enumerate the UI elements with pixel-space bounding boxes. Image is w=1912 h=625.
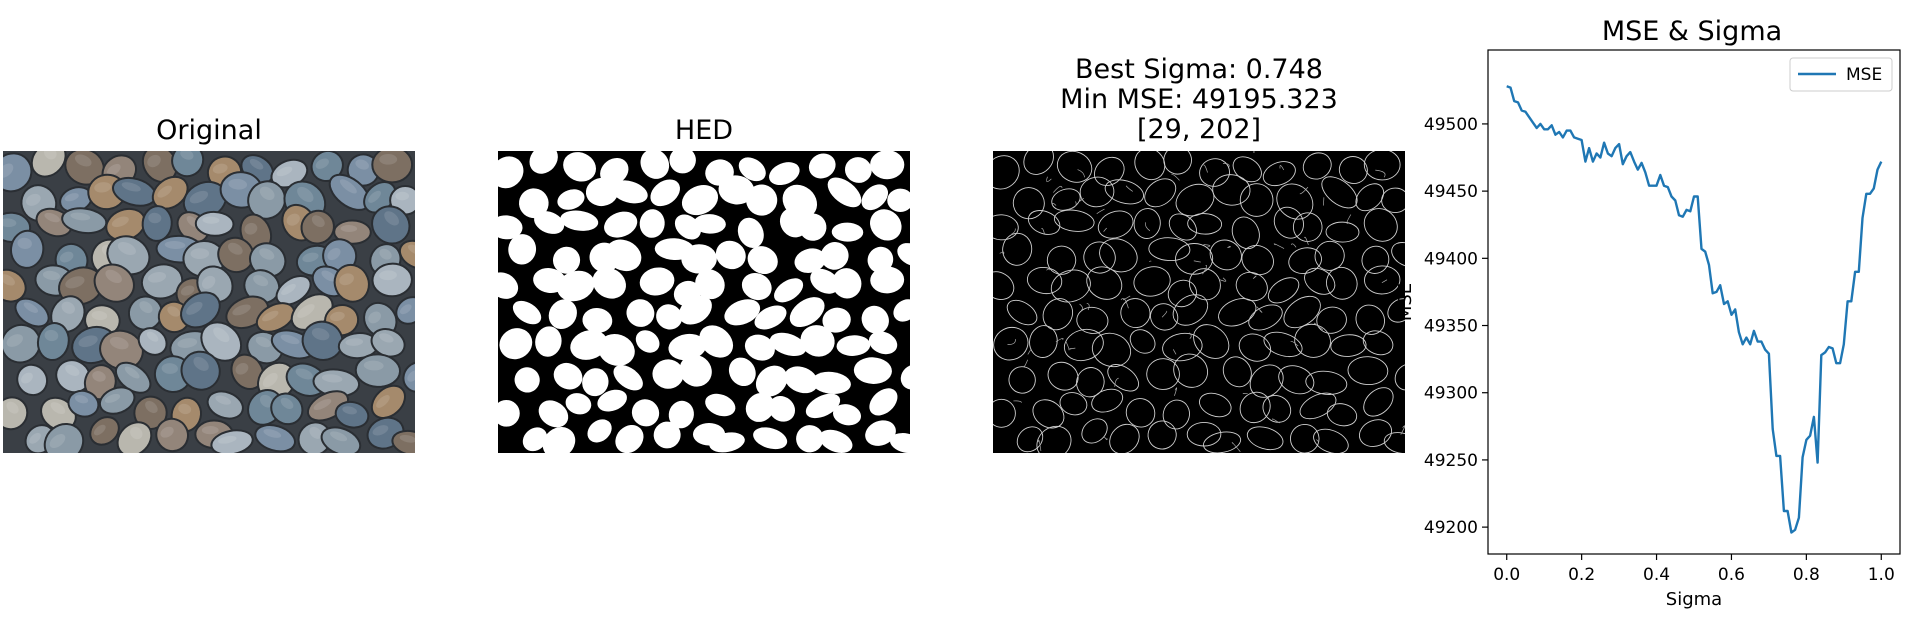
y-tick-label: 49200 bbox=[1424, 518, 1478, 538]
legend: MSE bbox=[1789, 57, 1893, 92]
y-axis-label: MSE bbox=[1395, 283, 1416, 321]
chart-title: MSE & Sigma bbox=[1602, 16, 1782, 47]
x-tick-label: 0.8 bbox=[1793, 565, 1820, 585]
x-axis-ticks: 0.0 0.2 0.4 0.6 0.8 1.0 bbox=[1493, 554, 1895, 585]
y-tick-label: 49450 bbox=[1424, 182, 1478, 202]
x-axis-label: Sigma bbox=[1666, 589, 1722, 610]
threshold-pair-title: [29, 202] bbox=[1136, 114, 1262, 145]
best-sigma-title: Best Sigma: 0.748 bbox=[1075, 54, 1323, 85]
hed-edges-map bbox=[498, 151, 910, 453]
x-tick-label: 0.4 bbox=[1643, 565, 1670, 585]
hed-panel-title: HED bbox=[674, 115, 734, 146]
hed-edge-image bbox=[498, 151, 910, 453]
x-tick-label: 1.0 bbox=[1868, 565, 1895, 585]
legend-box bbox=[1789, 57, 1893, 92]
x-tick-label: 0.0 bbox=[1493, 565, 1520, 585]
canny-edge-image bbox=[993, 151, 1405, 453]
y-tick-label: 49250 bbox=[1424, 451, 1478, 471]
mse-series-line bbox=[1506, 85, 1883, 534]
original-panel-title: Original bbox=[156, 115, 262, 146]
min-mse-title: Min MSE: 49195.323 bbox=[1060, 84, 1338, 115]
x-tick-label: 0.2 bbox=[1568, 565, 1595, 585]
y-tick-label: 49350 bbox=[1424, 317, 1478, 337]
pebbles-photo bbox=[3, 151, 415, 453]
legend-mse-label: MSE bbox=[1846, 65, 1882, 85]
y-axis-ticks: 49200 49250 49300 49350 49400 49450 49500 bbox=[1424, 115, 1488, 538]
x-tick-label: 0.6 bbox=[1718, 565, 1745, 585]
y-tick-label: 49300 bbox=[1424, 384, 1478, 404]
y-tick-label: 49400 bbox=[1424, 249, 1478, 269]
y-tick-label: 49500 bbox=[1424, 115, 1478, 135]
canny-edges-map bbox=[993, 151, 1405, 453]
plot-area-frame bbox=[1487, 49, 1901, 555]
original-pebbles-image bbox=[3, 151, 415, 453]
